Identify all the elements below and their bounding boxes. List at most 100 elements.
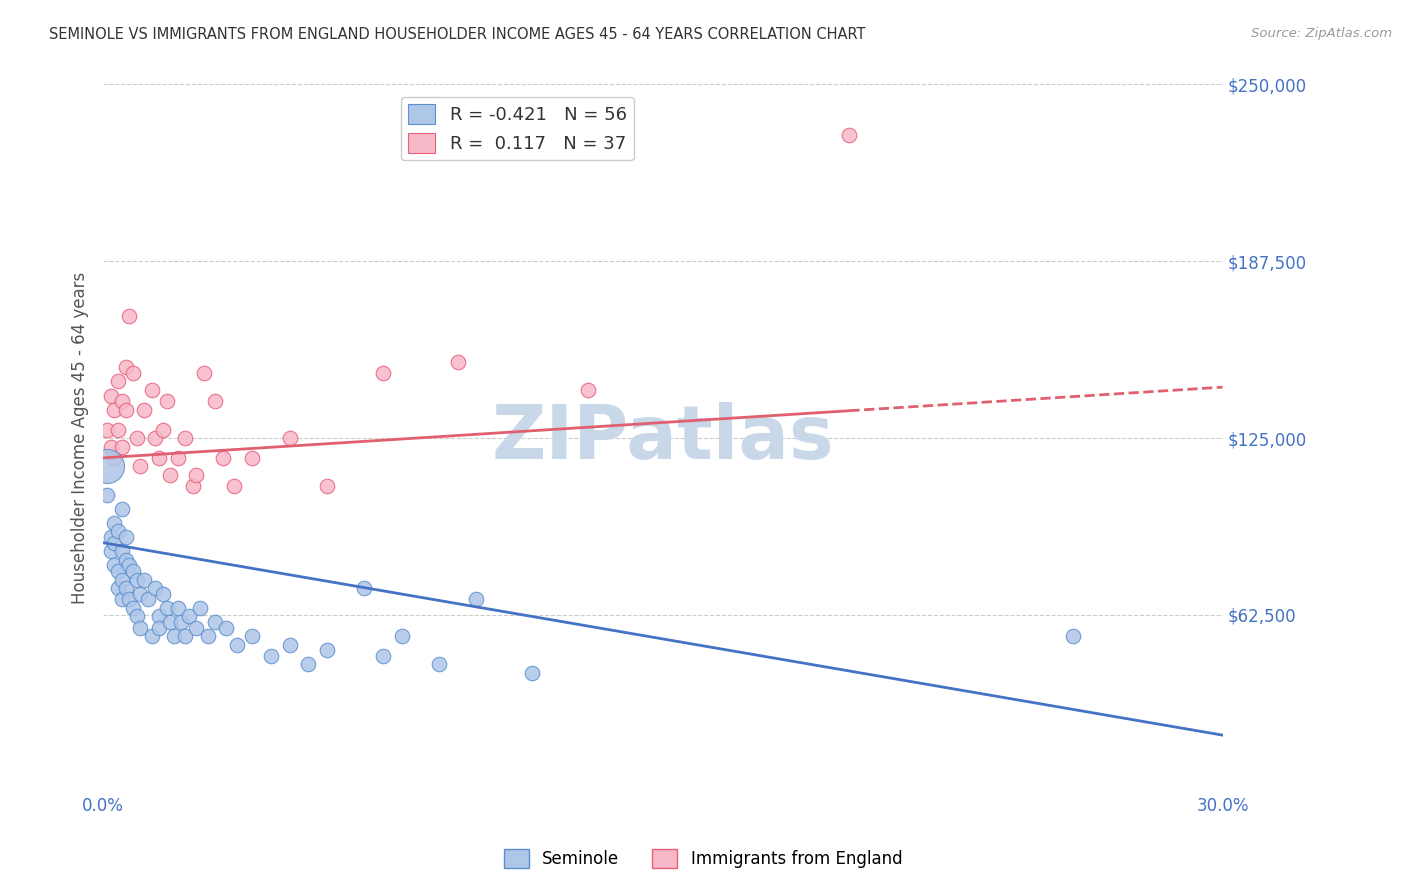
Point xyxy=(145,581,167,595)
Point xyxy=(159,467,181,482)
Point xyxy=(107,524,129,539)
Point xyxy=(260,648,283,663)
Point xyxy=(107,423,129,437)
Point xyxy=(111,573,134,587)
Point xyxy=(114,402,136,417)
Point xyxy=(103,516,125,530)
Point xyxy=(96,459,118,474)
Point xyxy=(100,389,122,403)
Point xyxy=(186,621,208,635)
Point xyxy=(111,501,134,516)
Point xyxy=(391,629,413,643)
Text: Source: ZipAtlas.com: Source: ZipAtlas.com xyxy=(1251,27,1392,40)
Point xyxy=(103,450,125,465)
Text: SEMINOLE VS IMMIGRANTS FROM ENGLAND HOUSEHOLDER INCOME AGES 45 - 64 YEARS CORREL: SEMINOLE VS IMMIGRANTS FROM ENGLAND HOUS… xyxy=(49,27,866,42)
Point xyxy=(111,394,134,409)
Point xyxy=(193,366,215,380)
Point xyxy=(576,383,599,397)
Point xyxy=(141,383,163,397)
Point xyxy=(96,488,118,502)
Point xyxy=(107,564,129,578)
Point xyxy=(118,558,141,573)
Point xyxy=(166,450,188,465)
Point xyxy=(129,459,152,474)
Point xyxy=(446,354,468,368)
Point xyxy=(174,431,197,445)
Point xyxy=(838,128,860,143)
Point xyxy=(103,535,125,549)
Point xyxy=(129,587,152,601)
Point xyxy=(170,615,193,629)
Point xyxy=(96,423,118,437)
Point xyxy=(155,394,177,409)
Point xyxy=(122,600,145,615)
Point xyxy=(125,609,148,624)
Point xyxy=(129,621,152,635)
Legend: Seminole, Immigrants from England: Seminole, Immigrants from England xyxy=(496,843,910,875)
Point xyxy=(166,600,188,615)
Point xyxy=(136,592,159,607)
Point xyxy=(371,648,394,663)
Point xyxy=(148,609,170,624)
Point xyxy=(122,366,145,380)
Point xyxy=(152,587,174,601)
Point xyxy=(134,573,156,587)
Point xyxy=(100,440,122,454)
Point xyxy=(226,638,249,652)
Y-axis label: Householder Income Ages 45 - 64 years: Householder Income Ages 45 - 64 years xyxy=(72,272,89,604)
Point xyxy=(103,558,125,573)
Point xyxy=(465,592,488,607)
Point xyxy=(211,450,233,465)
Point xyxy=(278,431,301,445)
Point xyxy=(100,530,122,544)
Point xyxy=(114,581,136,595)
Point xyxy=(197,629,219,643)
Point xyxy=(122,564,145,578)
Point xyxy=(148,621,170,635)
Point xyxy=(177,609,200,624)
Point xyxy=(186,467,208,482)
Point xyxy=(125,573,148,587)
Point xyxy=(111,440,134,454)
Point xyxy=(111,544,134,558)
Point xyxy=(242,450,264,465)
Point xyxy=(297,657,319,672)
Point xyxy=(181,479,204,493)
Point xyxy=(114,360,136,375)
Point xyxy=(107,375,129,389)
Point xyxy=(522,665,544,680)
Point xyxy=(103,402,125,417)
Point xyxy=(163,629,186,643)
Point xyxy=(159,615,181,629)
Point xyxy=(100,544,122,558)
Point xyxy=(114,530,136,544)
Point xyxy=(174,629,197,643)
Point xyxy=(111,592,134,607)
Point xyxy=(316,643,339,657)
Text: ZIPatlas: ZIPatlas xyxy=(492,401,834,475)
Point xyxy=(148,450,170,465)
Point xyxy=(1062,629,1084,643)
Point xyxy=(118,310,141,324)
Point xyxy=(118,592,141,607)
Point xyxy=(134,402,156,417)
Point xyxy=(215,621,238,635)
Point xyxy=(152,423,174,437)
Point xyxy=(114,552,136,566)
Point xyxy=(107,581,129,595)
Point xyxy=(145,431,167,445)
Point xyxy=(125,431,148,445)
Point xyxy=(316,479,339,493)
Point xyxy=(353,581,375,595)
Legend: R = -0.421   N = 56, R =  0.117   N = 37: R = -0.421 N = 56, R = 0.117 N = 37 xyxy=(401,97,634,161)
Point xyxy=(141,629,163,643)
Point xyxy=(427,657,450,672)
Point xyxy=(204,615,226,629)
Point xyxy=(222,479,245,493)
Point xyxy=(155,600,177,615)
Point xyxy=(242,629,264,643)
Point xyxy=(371,366,394,380)
Point xyxy=(278,638,301,652)
Point xyxy=(204,394,226,409)
Point xyxy=(188,600,211,615)
